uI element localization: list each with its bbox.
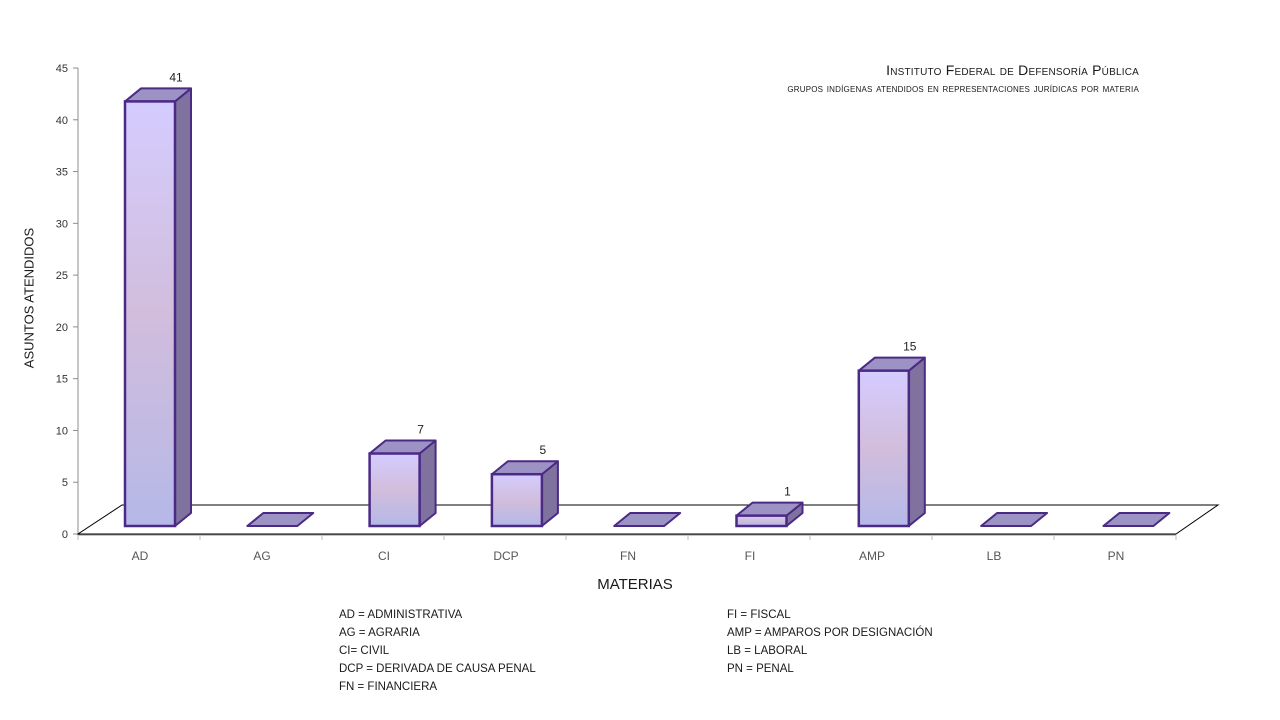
title-block: Instituto Federal de Defensoría Pública … (787, 62, 1139, 95)
data-labels: 41 7 5 1 15 (169, 70, 916, 498)
bar-front (123, 100, 177, 528)
bar-front (490, 472, 544, 528)
y-tick-label: 10 (56, 425, 68, 437)
data-label: 7 (417, 423, 424, 437)
bar-dcp (490, 460, 559, 528)
y-tick-label: 35 (56, 167, 68, 179)
bar-lb (980, 512, 1049, 527)
bar-fi (735, 501, 804, 528)
legend-item: FN = FINANCIERA (339, 681, 438, 693)
legend-item: LB = LABORAL (727, 645, 808, 657)
bar-zero (613, 512, 682, 527)
x-tick-label: LB (987, 549, 1002, 563)
legend-item: AD = ADMINISTRATIVA (339, 609, 463, 621)
bar-zero (1102, 512, 1171, 527)
legend-left: AD = ADMINISTRATIVA AG = AGRARIA CI= CIV… (339, 606, 536, 696)
y-tick-label: 30 (56, 218, 68, 230)
x-tick-label: DCP (493, 549, 518, 563)
x-axis-label: MATERIAS (597, 576, 673, 593)
bar-ci (368, 439, 437, 528)
x-tick-label: AMP (859, 549, 885, 563)
x-tick-label: FN (620, 549, 636, 563)
legend-right: FI = FISCAL AMP = AMPAROS POR DESIGNACIÓ… (727, 606, 933, 678)
bar-front (857, 369, 911, 528)
y-tick-label: 40 (56, 115, 68, 127)
y-tick-label: 15 (56, 374, 68, 386)
bar-side (418, 439, 437, 527)
y-tick-label: 45 (56, 63, 68, 75)
x-tick-label: AD (132, 549, 149, 563)
bar-side (907, 356, 926, 527)
chart-title: Instituto Federal de Defensoría Pública (886, 62, 1139, 78)
chart-subtitle: grupos indígenas atendidos en representa… (787, 81, 1139, 95)
y-tick-label: 25 (56, 270, 68, 282)
legend-item: CI= CIVIL (339, 645, 390, 657)
data-label: 1 (784, 485, 791, 499)
x-tick-label: FI (745, 549, 756, 563)
legend-item: PN = PENAL (727, 663, 794, 675)
y-tick-label: 5 (62, 477, 68, 489)
bar-front (735, 514, 788, 528)
x-tick-label: CI (378, 549, 390, 563)
bar-pn (1102, 512, 1171, 527)
bar-zero (246, 512, 315, 527)
data-label: 5 (540, 443, 547, 457)
bar-ag (246, 512, 315, 527)
bar-side (174, 87, 192, 527)
legend-item: AG = AGRARIA (339, 627, 420, 639)
bar-fn (613, 512, 682, 527)
bars (123, 87, 1171, 528)
x-tick-label: PN (1108, 549, 1125, 563)
legend-item: DCP = DERIVADA DE CAUSA PENAL (339, 663, 536, 675)
legend-item: FI = FISCAL (727, 609, 791, 621)
data-label: 15 (903, 340, 917, 354)
bar-ad (123, 87, 192, 528)
y-tick-label: 0 (62, 529, 68, 541)
bar-front (368, 452, 421, 528)
x-tick-label: AG (253, 549, 270, 563)
data-label: 41 (169, 70, 183, 84)
legend-item: AMP = AMPAROS POR DESIGNACIÓN (727, 627, 933, 639)
bar-zero (980, 512, 1049, 527)
y-axis-label: ASUNTOS ATENDIDOS (21, 227, 37, 369)
y-tick-label: 20 (56, 322, 68, 334)
bar-amp (857, 356, 926, 528)
